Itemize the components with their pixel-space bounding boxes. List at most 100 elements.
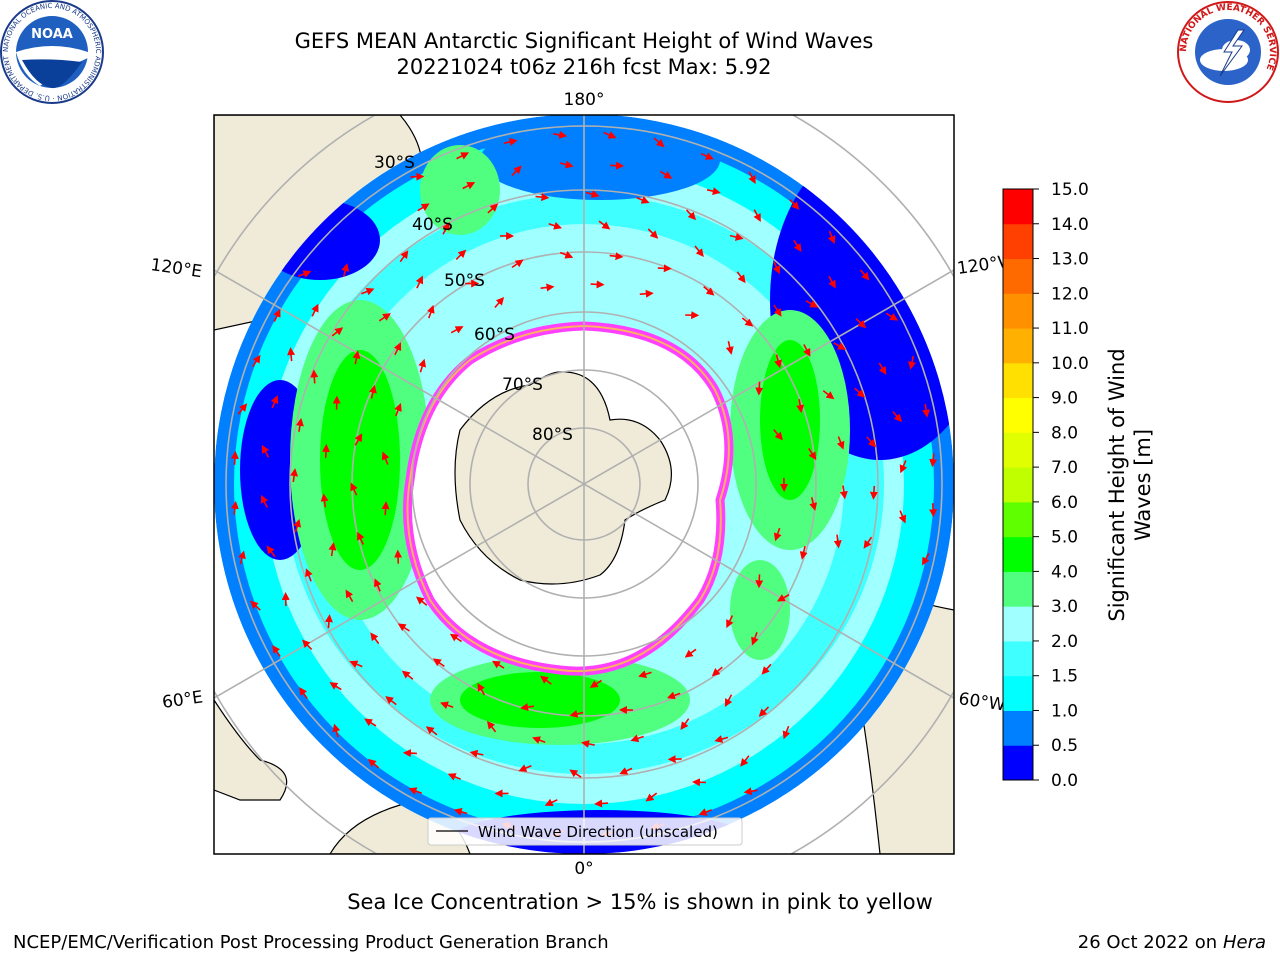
wave-direction-arrow: [805, 300, 819, 308]
wave-direction-arrow: [370, 632, 380, 645]
wave-direction-arrow: [354, 433, 363, 446]
wave-direction-arrow: [755, 574, 764, 589]
wave-direction-arrow: [415, 275, 424, 289]
wave-direction-arrow: [773, 304, 782, 317]
wave-direction-arrow: [833, 342, 846, 350]
footer-date: 26 Oct 2022 on Hera: [1078, 932, 1266, 953]
wave-direction-arrow: [331, 327, 344, 337]
colorbar-tick-label: 14.0: [1051, 215, 1089, 235]
wave-direction-arrow: [619, 767, 633, 775]
colorbar-segment: [1003, 675, 1033, 711]
lon-label-60w: 60°W: [957, 689, 1006, 715]
colorbar-label-line1: Significant Height of Wind: [1105, 348, 1129, 621]
wave-direction-arrow: [401, 670, 414, 680]
lat-label-30s: 30°S: [374, 153, 415, 173]
wave-direction-arrow: [432, 658, 445, 668]
wave-direction-arrow: [540, 283, 555, 292]
wave-direction-arrow: [630, 734, 644, 743]
wave-direction-arrow: [260, 494, 269, 508]
wave-direction-arrow: [772, 261, 781, 275]
wave-direction-arrow: [425, 726, 438, 736]
wave-direction-arrow: [310, 369, 319, 384]
wave-direction-arrow: [892, 411, 903, 423]
wave-direction-arrow: [261, 444, 270, 458]
wave-direction-arrow: [725, 341, 734, 355]
lat-label-70s: 70°S: [502, 375, 543, 395]
colorbar-tick-label: 8.0: [1051, 423, 1078, 443]
wave-direction-arrow: [636, 196, 650, 204]
wave-direction-arrow: [394, 549, 403, 564]
wave-direction-arrow: [711, 666, 723, 677]
wave-direction-arrow: [341, 263, 350, 277]
wave-direction-arrow: [270, 395, 279, 409]
lon-label-120e: 120°E: [149, 255, 203, 282]
wave-direction-arrow: [685, 209, 697, 221]
wave-direction-arrow: [367, 758, 380, 769]
colorbar-tick-label: 1.5: [1051, 667, 1078, 687]
colorbar-segment: [1003, 467, 1033, 503]
wave-direction-arrow: [594, 799, 609, 808]
wave-direction-arrow: [692, 778, 706, 787]
nws-logo-icon: NATIONAL WEATHER SERVICE: [1177, 1, 1279, 103]
wave-direction-arrow: [305, 568, 313, 582]
wave-direction-arrow: [603, 131, 617, 139]
wave-direction-arrow: [350, 482, 358, 496]
legend-label: Wind Wave Direction (unscaled): [478, 823, 718, 841]
wave-direction-arrow: [328, 542, 337, 557]
wave-direction-arrow: [535, 193, 550, 202]
wave-direction-arrow: [666, 691, 681, 700]
wave-direction-arrow: [743, 787, 758, 796]
wave-direction-arrow: [758, 706, 770, 717]
wave-direction-arrow: [427, 304, 435, 319]
wave-direction-arrow: [408, 787, 422, 795]
wave-direction-arrow: [237, 403, 248, 415]
wave-direction-arrow: [487, 203, 499, 214]
wave-direction-arrow: [908, 355, 916, 370]
wave-direction-arrow: [273, 308, 281, 322]
wave-direction-arrow: [569, 710, 584, 718]
wave-direction-arrow: [349, 660, 363, 668]
wave-direction-arrow: [329, 682, 342, 691]
wave-direction-arrow: [885, 312, 899, 321]
wave-direction-arrow: [332, 723, 341, 738]
wave-direction-arrow: [859, 269, 870, 281]
wave-direction-arrow: [698, 808, 712, 816]
wave-direction-arrow: [322, 443, 330, 458]
wave-direction-arrow: [442, 221, 450, 235]
wave-direction-arrow: [748, 171, 756, 184]
wave-direction-arrow: [381, 451, 390, 465]
wave-direction-arrow: [417, 203, 430, 212]
wave-direction-arrow: [796, 399, 805, 414]
wave-direction-arrow: [773, 429, 783, 441]
colorbar-segment: [1003, 397, 1033, 433]
wave-direction-arrow: [724, 694, 733, 708]
wave-direction-arrow: [311, 303, 319, 317]
wave-direction-arrow: [609, 252, 624, 261]
colorbar-segment: [1003, 501, 1033, 538]
wave-direction-arrow: [581, 740, 595, 748]
wave-direction-arrow: [449, 633, 462, 643]
wave-direction-arrow: [684, 648, 697, 658]
wave-direction-arrow: [381, 501, 390, 516]
colorbar-tick-label: 4.0: [1051, 562, 1078, 582]
wave-direction-arrow: [799, 545, 808, 560]
wave-direction-arrow: [450, 326, 464, 334]
colorbar-tick-label: 3.0: [1051, 597, 1078, 617]
wave-direction-arrow: [803, 344, 811, 357]
footer-host: Hera: [1222, 932, 1266, 953]
wave-direction-arrow: [453, 808, 468, 816]
wave-direction-arrow: [298, 270, 312, 278]
wave-direction-arrow: [726, 615, 734, 629]
land-antarctica: [454, 371, 673, 585]
wave-direction-arrow: [809, 497, 818, 511]
wave-direction-arrow: [729, 233, 744, 241]
wave-direction-arrow: [774, 354, 782, 369]
colorbar-tick-label: 12.0: [1051, 284, 1089, 304]
wave-direction-arrow: [855, 318, 867, 329]
wave-direction-arrow: [559, 251, 574, 259]
footer-date-text: 26 Oct 2022 on: [1077, 932, 1223, 953]
wave-direction-arrow: [440, 701, 454, 710]
wave-direction-arrow: [836, 436, 845, 450]
colorbar-tick-label: 0.5: [1051, 736, 1078, 756]
